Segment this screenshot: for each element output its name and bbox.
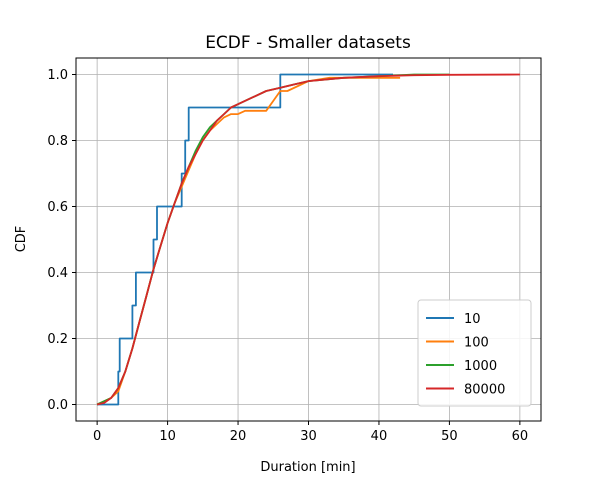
series-layer: [96, 73, 520, 406]
legend-label-80000: 80000: [464, 383, 505, 398]
y-axis-ticks: 0.0 0.2 0.4 0.6 0.8 1.0: [47, 68, 76, 413]
legend: 10 100 1000 80000: [417, 299, 532, 407]
x-tick-label: 10: [159, 429, 176, 444]
x-tick-label: 0: [93, 429, 101, 444]
y-axis-label: CDF: [14, 226, 29, 253]
x-tick-label: 40: [371, 429, 388, 444]
y-tick-label: 0.6: [47, 200, 68, 215]
x-tick-label: 30: [300, 429, 317, 444]
legend-label-1000: 1000: [464, 359, 497, 374]
legend-label-10: 10: [464, 312, 481, 327]
y-tick-label: 0.8: [47, 134, 68, 149]
x-axis-label: Duration [min]: [260, 460, 355, 475]
legend-label-100: 100: [464, 336, 489, 351]
y-tick-label: 1.0: [47, 68, 68, 83]
x-tick-label: 20: [230, 429, 247, 444]
legend-box: [417, 299, 532, 407]
series-line-10: [97, 73, 393, 406]
chart-title: ECDF - Smaller datasets: [205, 33, 411, 53]
y-tick-label: 0.2: [47, 332, 68, 347]
y-tick-label: 0.4: [47, 266, 68, 281]
y-tick-label: 0.0: [47, 398, 68, 413]
x-tick-label: 60: [512, 429, 529, 444]
x-axis-ticks: 0 10 20 30 40 50 60: [93, 421, 528, 444]
series-line-80000: [96, 73, 520, 406]
x-tick-label: 50: [441, 429, 458, 444]
